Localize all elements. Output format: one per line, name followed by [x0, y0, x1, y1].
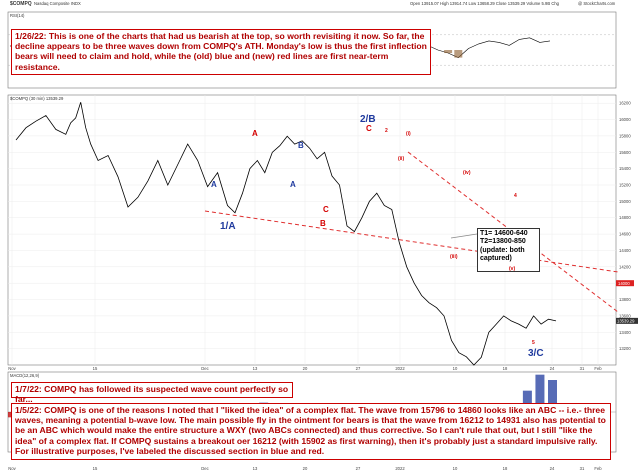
wave-sub-5: 5 — [532, 340, 535, 346]
x-tick-label: 2022 — [395, 366, 405, 371]
price-tick-label: 14400 — [619, 248, 631, 253]
price-tick-label: 15800 — [619, 133, 631, 138]
x-tick-label-bottom: 24 — [550, 466, 555, 471]
wave-1a: 1/A — [220, 221, 236, 232]
price-tick-label: 13400 — [619, 330, 631, 335]
x-tick-label: 27 — [356, 366, 361, 371]
ohlc-stats: Open 13915.07 High 13914.74 Low 13658.29… — [410, 1, 560, 6]
price-tick-label: 16000 — [619, 117, 631, 122]
commentary-top: 1/26/22: This is one of the charts that … — [11, 29, 431, 75]
price-tick-label: 14800 — [619, 215, 631, 220]
x-tick-label-bottom: 10 — [453, 466, 458, 471]
wave-sub-2: 2 — [385, 128, 388, 134]
top-panel-label: RSI(14) — [10, 13, 25, 18]
x-tick-label: 31 — [580, 366, 585, 371]
targets-box: T1= 14600-640 T2=13800-850 (update: both… — [477, 228, 540, 272]
macd-label: MACD(12,26,9) — [10, 373, 40, 378]
x-tick-label: 15 — [93, 366, 98, 371]
x-axis: Nov 15 Dec 13 20 27 2022 10 18 24 31 Feb — [8, 366, 602, 371]
last-price-box — [616, 317, 638, 324]
x-tick-label-bottom: 27 — [356, 466, 361, 471]
price-tick-label: 13600 — [619, 313, 631, 318]
price-tick-label: 14200 — [619, 264, 631, 269]
exchange: Nasdaq Composite INDX — [34, 1, 81, 6]
wave-red-b: B — [320, 219, 326, 228]
commentary-middle: 1/7/22: COMPQ has followed its suspected… — [11, 382, 293, 404]
wave-2b: 2/B — [360, 114, 376, 125]
x-tick-label-bottom: Feb — [594, 466, 602, 471]
macd-bar — [548, 380, 557, 412]
x-tick-label: 18 — [503, 366, 508, 371]
top-indicator-fill — [444, 50, 453, 54]
wave-red-c: C — [323, 205, 329, 214]
x-tick-label: Feb — [594, 366, 602, 371]
red-trendline-resistance — [407, 151, 619, 313]
top-indicator-fill — [454, 50, 463, 58]
price-line — [15, 102, 557, 366]
trend-lines — [204, 151, 619, 313]
wave-blue-a: A — [211, 180, 217, 189]
wave-3c: 3/C — [528, 348, 544, 359]
x-tick-label-bottom: 2022 — [395, 466, 405, 471]
x-tick-label-bottom: 18 — [503, 466, 508, 471]
target-2: T2=13800-850 — [480, 238, 526, 246]
wave-sub-v: (v) — [509, 266, 516, 272]
commentary-bottom: 1/5/22: COMPQ is one of the reasons I no… — [11, 403, 611, 460]
target-connector — [450, 233, 478, 239]
wave-sub-iv: (iv) — [463, 170, 471, 176]
x-tick-label: Nov — [8, 366, 16, 371]
x-tick-label-bottom: 15 — [93, 466, 98, 471]
target-1: T1= 14600-640 — [480, 230, 528, 237]
macd-bar — [522, 390, 532, 412]
price-tick-label: 15200 — [619, 183, 631, 188]
x-axis-bottom: Nov 15 Dec 13 20 27 2022 10 18 24 31 Feb — [8, 466, 602, 471]
price-marker: 14000 13539.29 — [616, 280, 638, 324]
price-series — [15, 102, 557, 366]
price-tick-label: 13800 — [619, 297, 631, 302]
last-price-text: 13539.29 — [617, 318, 635, 323]
x-tick-label: 24 — [550, 366, 555, 371]
x-tick-label-bottom: Dec — [201, 466, 208, 471]
price-label: $COMPQ (30 min) 13539.29 — [10, 96, 64, 101]
price-tick-label: 13200 — [619, 346, 631, 351]
price-axis: 13200 13400 13600 13800 14000 14200 14400 14600… — [619, 101, 631, 351]
price-tick-label: 16200 — [619, 101, 631, 106]
macd-bar — [535, 374, 545, 412]
price-marker-text: 14000 — [618, 281, 630, 286]
watermark: @ StockCharts.com — [578, 1, 616, 6]
x-tick-label: 20 — [303, 366, 308, 371]
x-tick-label-bottom: 13 — [253, 466, 258, 471]
wave-blue-b: B — [298, 141, 304, 150]
wave-sub-iii: (iii) — [450, 254, 458, 260]
price-tick-label: 15000 — [619, 199, 631, 204]
wave-red-c2: C — [366, 124, 372, 133]
x-tick-label-bottom: 31 — [580, 466, 585, 471]
x-tick-label-bottom: Nov — [8, 466, 16, 471]
price-marker-box — [616, 280, 634, 287]
symbol: $COMPQ — [10, 1, 32, 7]
price-tick-label: 15600 — [619, 150, 631, 155]
targets-note: (update: both captured) — [480, 246, 525, 263]
wave-sub-4: 4 — [514, 193, 517, 199]
x-tick-label-bottom: 20 — [303, 466, 308, 471]
x-tick-label: 10 — [453, 366, 458, 371]
price-tick-label: 15400 — [619, 166, 631, 171]
price-grid — [8, 95, 616, 365]
wave-blue-a2: A — [290, 180, 296, 189]
wave-sub-i: (i) — [406, 131, 411, 137]
wave-sub-ii: (ii) — [398, 156, 405, 162]
x-tick-label: Dec — [201, 366, 208, 371]
wave-red-a: A — [252, 129, 258, 138]
x-tick-label: 13 — [253, 366, 258, 371]
price-tick-label: 14600 — [619, 232, 631, 237]
